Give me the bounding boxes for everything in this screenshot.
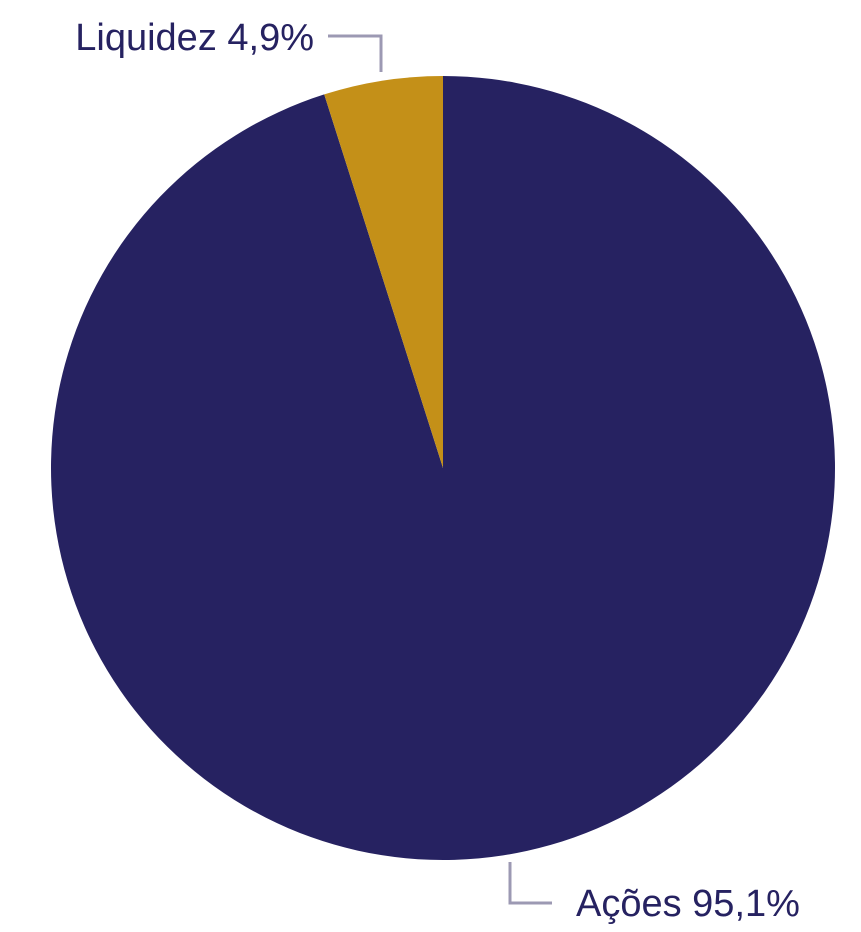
leader-line-liquidez xyxy=(328,34,383,72)
pie-slice-liquidez xyxy=(324,76,443,468)
pie-slice-acoes xyxy=(50,76,836,860)
slice-label-liquidez: Liquidez 4,9% xyxy=(75,17,314,59)
leader-line-acoes xyxy=(508,862,552,905)
slice-label-acoes: Ações 95,1% xyxy=(576,883,800,925)
